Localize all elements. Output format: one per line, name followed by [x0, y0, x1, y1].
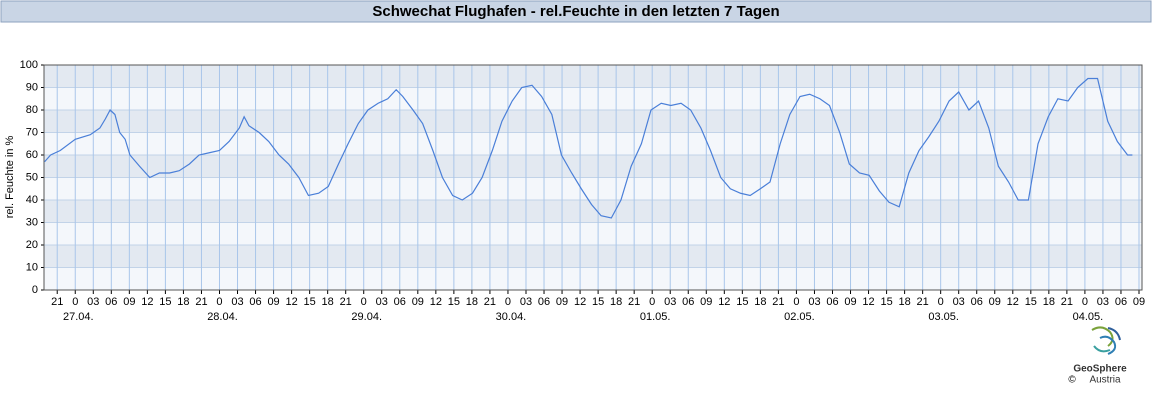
x-tick-label: 06 — [538, 296, 550, 308]
x-tick-label: 09 — [267, 296, 279, 308]
date-label: 28.04. — [207, 311, 238, 323]
plot-frame — [43, 64, 1143, 291]
y-tick-label: 70 — [26, 126, 38, 138]
title-bar — [0, 0, 1152, 23]
x-tick-label: 0 — [793, 296, 799, 308]
copyright: © — [1068, 375, 1076, 386]
logo-name: GeoSphere — [1073, 364, 1127, 375]
x-tick-label: 15 — [448, 296, 460, 308]
x-tick-label: 12 — [141, 296, 153, 308]
x-tick-label: 21 — [484, 296, 496, 308]
y-tick-label: 0 — [32, 284, 38, 296]
chart-title: Schwechat Flughafen - rel.Feuchte in den… — [372, 3, 779, 20]
x-tick-label: 18 — [1043, 296, 1055, 308]
x-tick-label: 21 — [51, 296, 63, 308]
x-tick-label: 0 — [361, 296, 367, 308]
x-tick-label: 03 — [953, 296, 965, 308]
grid-band — [44, 65, 1142, 88]
x-tick-label: 09 — [989, 296, 1001, 308]
y-tick-label: 60 — [26, 149, 38, 161]
x-tick-label: 03 — [376, 296, 388, 308]
x-tick-label: 03 — [231, 296, 243, 308]
y-tick-label: 90 — [26, 81, 38, 93]
x-tick-label: 15 — [304, 296, 316, 308]
date-label: 04.05. — [1073, 311, 1104, 323]
x-tick-label: 18 — [610, 296, 622, 308]
date-label: 27.04. — [63, 311, 94, 323]
logo-subname: Austria — [1089, 375, 1121, 386]
x-tick-label: 15 — [592, 296, 604, 308]
x-tick-label: 15 — [1025, 296, 1037, 308]
x-tick-label: 12 — [1007, 296, 1019, 308]
x-tick-label: 09 — [844, 296, 856, 308]
x-tick-label: 09 — [556, 296, 568, 308]
x-tick-label: 21 — [628, 296, 640, 308]
x-tick-label: 03 — [1097, 296, 1109, 308]
y-tick-label: 50 — [26, 171, 38, 183]
x-tick-label: 06 — [105, 296, 117, 308]
x-tick-label: 0 — [505, 296, 511, 308]
x-tick-label: 06 — [826, 296, 838, 308]
logo-icon — [1091, 326, 1121, 355]
x-tick-label: 06 — [394, 296, 406, 308]
y-axis-label: rel. Feuchte in % — [4, 136, 16, 219]
x-tick-label: 21 — [772, 296, 784, 308]
x-tick-label: 12 — [430, 296, 442, 308]
x-tick-label: 06 — [682, 296, 694, 308]
x-tick-label: 18 — [177, 296, 189, 308]
x-tick-label: 12 — [862, 296, 874, 308]
x-tick-label: 09 — [123, 296, 135, 308]
x-tick-label: 21 — [195, 296, 207, 308]
grid-band — [44, 200, 1142, 223]
x-tick-label: 09 — [700, 296, 712, 308]
date-label: 03.05. — [928, 311, 959, 323]
date-label: 01.05. — [640, 311, 671, 323]
grid-band — [44, 245, 1142, 268]
y-tick-label: 100 — [20, 59, 38, 71]
x-tick-label: 21 — [1061, 296, 1073, 308]
y-tick-label: 10 — [26, 261, 38, 273]
y-tick-label: 40 — [26, 194, 38, 206]
x-tick-label: 15 — [159, 296, 171, 308]
x-tick-label: 06 — [1115, 296, 1127, 308]
x-tick-label: 0 — [938, 296, 944, 308]
x-tick-label: 18 — [466, 296, 478, 308]
x-tick-label: 18 — [898, 296, 910, 308]
x-tick-label: 21 — [917, 296, 929, 308]
x-tick-label: 06 — [971, 296, 983, 308]
x-tick-label: 18 — [754, 296, 766, 308]
date-label: 02.05. — [784, 311, 815, 323]
grid-band — [44, 110, 1142, 133]
x-tick-label: 21 — [340, 296, 352, 308]
x-tick-label: 12 — [718, 296, 730, 308]
y-tick-label: 30 — [26, 216, 38, 228]
x-tick-label: 03 — [520, 296, 532, 308]
x-tick-label: 06 — [249, 296, 261, 308]
x-tick-label: 0 — [72, 296, 78, 308]
x-tick-label: 03 — [664, 296, 676, 308]
x-tick-label: 15 — [736, 296, 748, 308]
date-label: 30.04. — [496, 311, 527, 323]
x-tick-label: 09 — [412, 296, 424, 308]
x-tick-label: 12 — [574, 296, 586, 308]
x-tick-label: 0 — [649, 296, 655, 308]
humidity-line — [44, 77, 1133, 219]
x-tick-label: 0 — [1082, 296, 1088, 308]
grid-band — [44, 155, 1142, 178]
y-tick-label: 80 — [26, 104, 38, 116]
x-tick-label: 03 — [87, 296, 99, 308]
date-label: 29.04. — [351, 311, 382, 323]
y-tick-label: 20 — [26, 239, 38, 251]
x-tick-label: 0 — [216, 296, 222, 308]
x-tick-label: 18 — [322, 296, 334, 308]
x-tick-label: 15 — [880, 296, 892, 308]
x-tick-label: 09 — [1133, 296, 1145, 308]
x-tick-label: 12 — [285, 296, 297, 308]
x-tick-label: 03 — [808, 296, 820, 308]
